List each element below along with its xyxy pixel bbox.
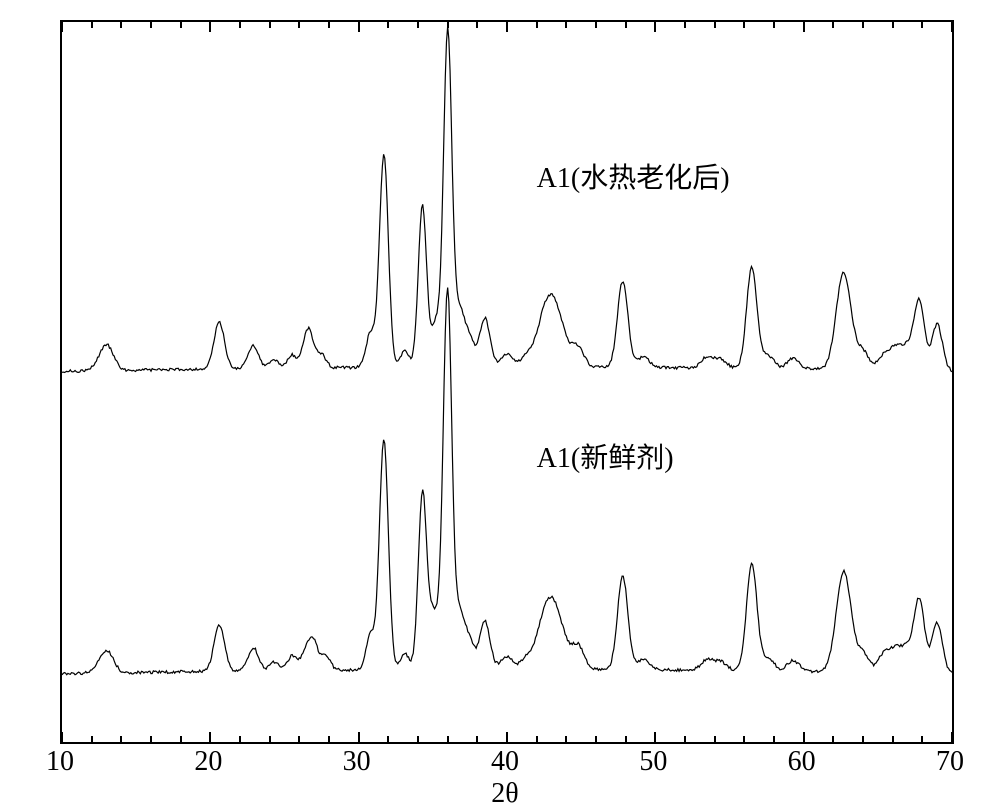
tick-mark	[625, 736, 627, 742]
tick-mark	[714, 22, 716, 28]
tick-mark	[476, 22, 478, 28]
tick-mark	[684, 736, 686, 742]
tick-mark	[358, 732, 360, 742]
tick-mark	[506, 732, 508, 742]
tick-mark	[298, 22, 300, 28]
tick-mark	[417, 22, 419, 28]
tick-mark	[773, 22, 775, 28]
tick-mark	[595, 736, 597, 742]
tick-mark	[595, 22, 597, 28]
tick-mark	[91, 736, 93, 742]
tick-mark	[951, 22, 953, 32]
x-tick-label: 20	[194, 746, 222, 778]
tick-mark	[328, 22, 330, 28]
tick-mark	[120, 736, 122, 742]
tick-mark	[565, 22, 567, 28]
tick-mark	[387, 22, 389, 28]
x-tick-label: 30	[343, 746, 371, 778]
tick-mark	[743, 736, 745, 742]
tick-mark	[61, 22, 63, 32]
legend-A1_fresh: A1(新鲜剂)	[537, 436, 674, 476]
tick-mark	[269, 22, 271, 28]
tick-mark	[565, 736, 567, 742]
tick-mark	[417, 736, 419, 742]
tick-mark	[536, 22, 538, 28]
tick-mark	[892, 22, 894, 28]
tick-mark	[536, 736, 538, 742]
x-tick-label: 10	[46, 746, 74, 778]
plot-area: A1(水热老化后) A1(新鲜剂)	[60, 20, 954, 744]
tick-mark	[120, 22, 122, 28]
tick-mark	[209, 22, 211, 32]
tick-mark	[773, 736, 775, 742]
tick-mark	[447, 22, 449, 28]
tick-mark	[951, 732, 953, 742]
tick-mark	[832, 736, 834, 742]
tick-mark	[625, 22, 627, 28]
xrd-trace-A1_aged	[62, 26, 952, 372]
tick-mark	[714, 736, 716, 742]
x-axis-label: 2θ	[491, 778, 518, 810]
tick-mark	[654, 22, 656, 32]
tick-mark	[269, 736, 271, 742]
tick-mark	[150, 736, 152, 742]
tick-mark	[180, 22, 182, 28]
tick-mark	[447, 736, 449, 742]
legend-A1_aged: A1(水热老化后)	[537, 156, 730, 196]
tick-mark	[387, 736, 389, 742]
tick-mark	[743, 22, 745, 28]
tick-mark	[921, 736, 923, 742]
x-tick-label: 60	[788, 746, 816, 778]
tick-mark	[803, 732, 805, 742]
tick-mark	[180, 736, 182, 742]
tick-mark	[91, 22, 93, 28]
xrd-svg	[62, 22, 952, 742]
x-tick-label: 50	[639, 746, 667, 778]
tick-mark	[862, 22, 864, 28]
tick-mark	[506, 22, 508, 32]
tick-mark	[298, 736, 300, 742]
xrd-chart: A1(水热老化后) A1(新鲜剂) 10 20 30 40 50 60 70 2θ	[0, 0, 984, 808]
tick-mark	[684, 22, 686, 28]
tick-mark	[803, 22, 805, 32]
tick-mark	[892, 736, 894, 742]
tick-mark	[239, 22, 241, 28]
tick-mark	[150, 22, 152, 28]
tick-mark	[862, 736, 864, 742]
tick-mark	[209, 732, 211, 742]
tick-mark	[328, 736, 330, 742]
tick-mark	[654, 732, 656, 742]
tick-mark	[476, 736, 478, 742]
tick-mark	[239, 736, 241, 742]
tick-mark	[358, 22, 360, 32]
tick-mark	[61, 732, 63, 742]
tick-mark	[832, 22, 834, 28]
tick-mark	[921, 22, 923, 28]
x-tick-label: 70	[936, 746, 964, 778]
x-tick-label: 40	[491, 746, 519, 778]
xrd-trace-A1_fresh	[62, 288, 952, 675]
